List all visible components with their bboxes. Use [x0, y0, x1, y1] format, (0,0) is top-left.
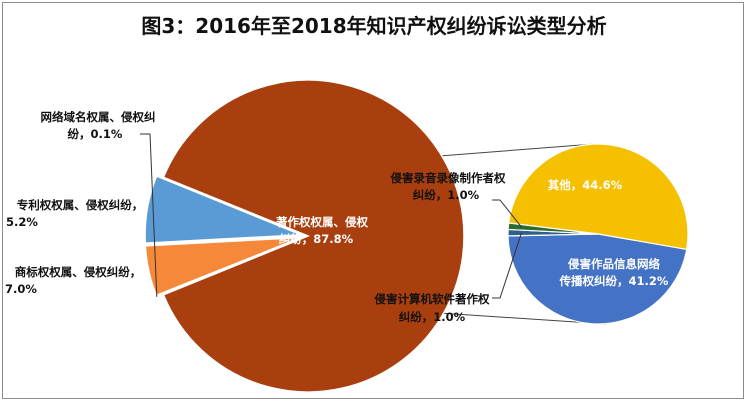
main-slice-trademark: [144, 175, 302, 244]
leader-lines: [140, 133, 523, 299]
leader-software: [492, 232, 522, 299]
label-copyright-line2: 纠纷，87.8%: [279, 232, 354, 246]
breakdown-slice-other: [508, 143, 689, 251]
breakdown-pie: [507, 143, 689, 325]
label-audio-line2: 纠纷，1.0%: [413, 188, 480, 202]
label-trademark-line1: 商标权权属、侵权纠纷，: [15, 265, 142, 279]
label-copyright-line1: 著作权权属、侵权: [276, 215, 368, 229]
label-domain-line2: 纷，0.1%: [68, 127, 123, 141]
label-other: 其他，44.6%: [548, 178, 623, 192]
main-slice-copyright: [162, 79, 465, 393]
label-patent-line1: 专利权权属、侵权纠纷，: [17, 198, 144, 212]
label-trademark-line2: 7.0%: [5, 282, 37, 296]
label-software-line2: 纠纷，1.0%: [399, 310, 466, 324]
label-network-line1: 侵害作品信息网络: [567, 257, 660, 271]
breakdown-slice-audio: [507, 222, 599, 235]
label-audio-line1: 侵害录音录像制作者权: [390, 171, 506, 185]
label-network-line2: 传播权纠纷，41.2%: [559, 274, 669, 288]
leader-audio: [492, 199, 523, 228]
leader-domain: [140, 133, 158, 297]
label-domain-line1: 网络域名权属、侵权纠: [41, 110, 156, 124]
main-pie: [144, 79, 465, 393]
chart-title: 图3：2016年至2018年知识产权纠纷诉讼类型分析: [141, 14, 607, 38]
breakdown-slice-network: [507, 233, 688, 325]
label-patent-line2: 5.2%: [6, 215, 38, 229]
label-software-line1: 侵害计算机软件著作权: [374, 292, 490, 306]
